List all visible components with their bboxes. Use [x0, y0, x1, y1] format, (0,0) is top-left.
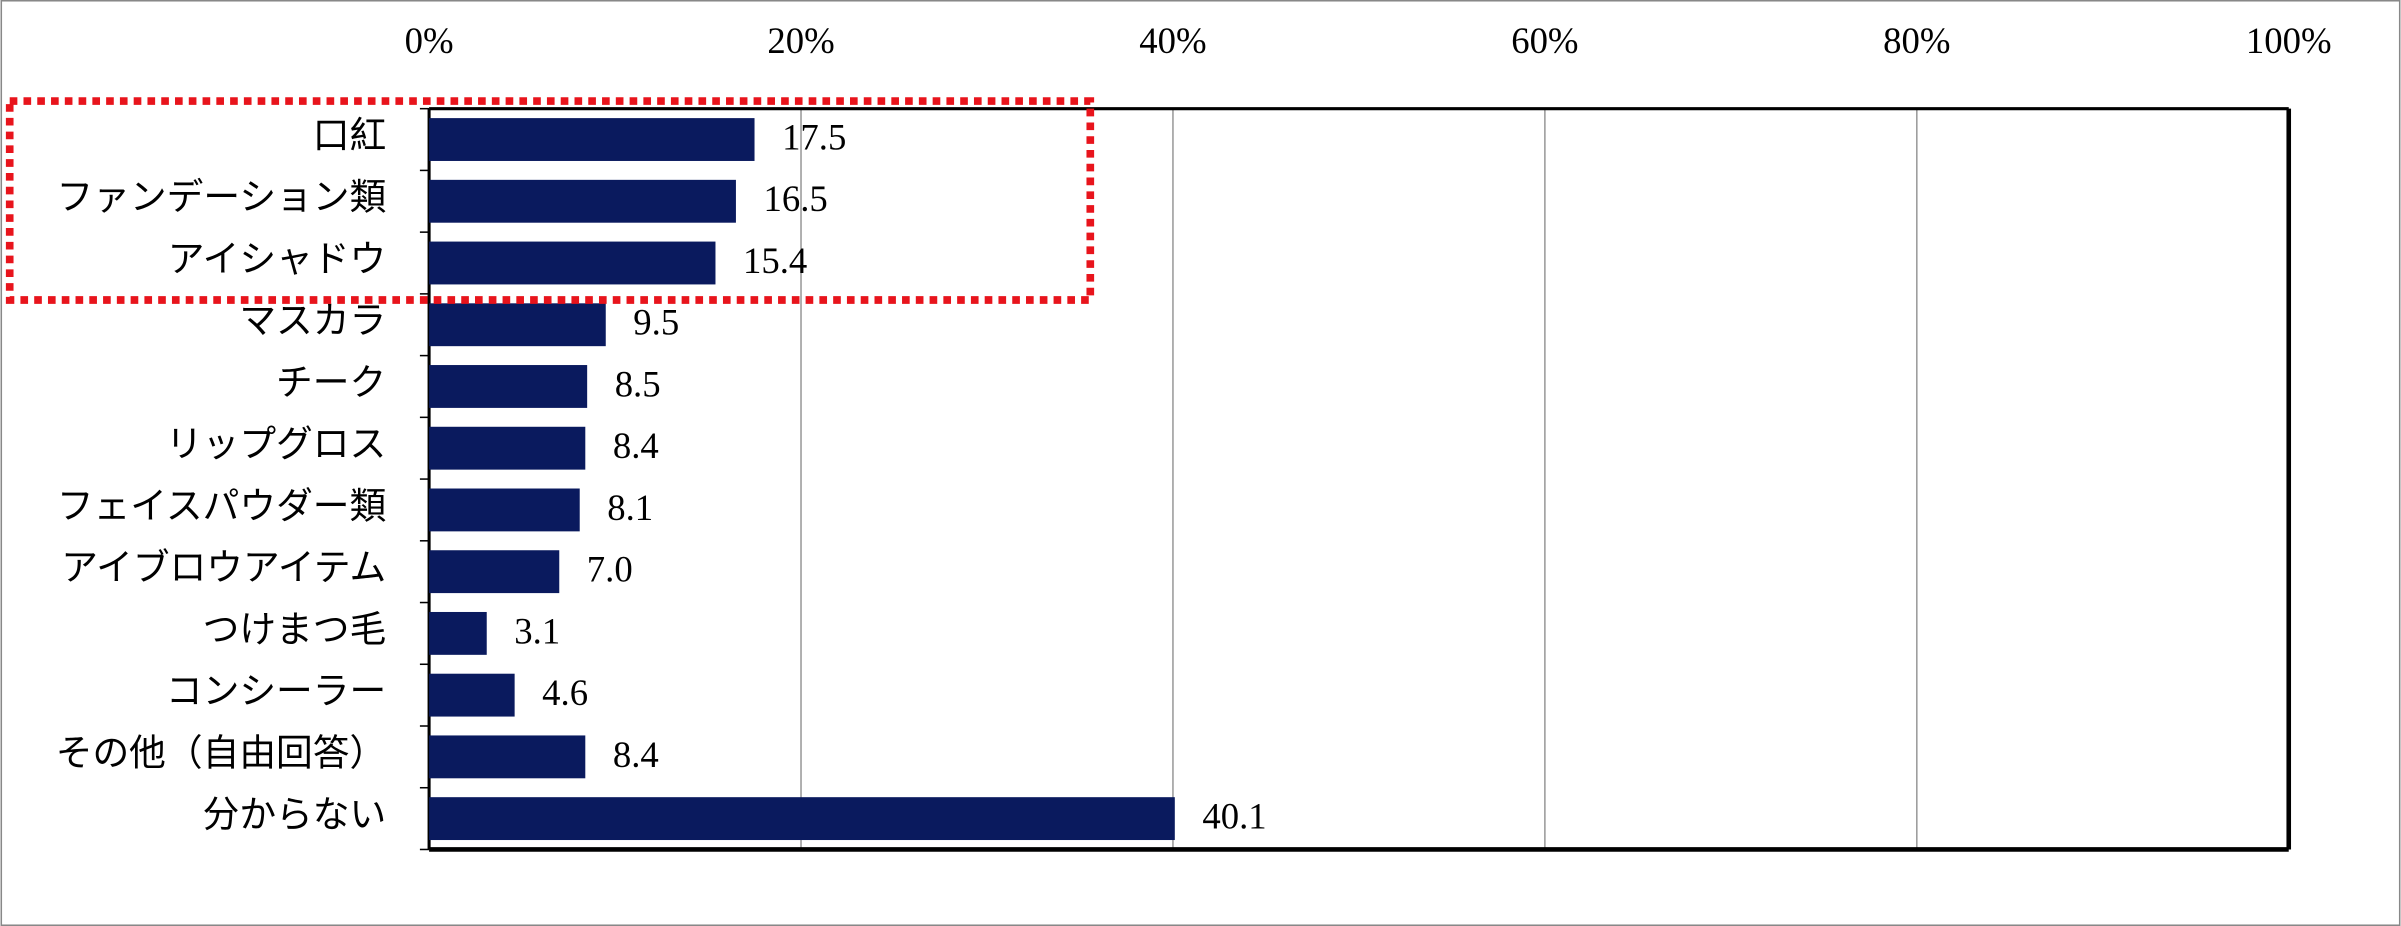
plot: 0% 20% 40% 60% 80% 100% 口紅 17.5 ファンデーション類 16.5 アイシ… — [56, 20, 2332, 852]
bar — [429, 550, 560, 594]
x-tick-label: 20% — [767, 20, 834, 61]
value-label: 17.5 — [782, 116, 846, 157]
y-tick-label: ファンデーション類 — [56, 177, 386, 218]
y-tick-label: アイシャドウ — [168, 238, 386, 279]
value-label: 8.1 — [607, 487, 653, 528]
bar — [429, 735, 586, 779]
y-tick-label: つけまつ毛 — [203, 609, 387, 650]
y-tick-label: その他（自由回答） — [56, 732, 386, 773]
y-tick-label: チーク — [276, 362, 386, 403]
bar — [429, 611, 487, 655]
value-label: 15.4 — [743, 240, 807, 281]
value-label: 4.6 — [542, 672, 588, 713]
bar — [429, 797, 1175, 841]
bar — [429, 488, 580, 532]
bar — [429, 673, 515, 717]
value-label: 8.4 — [613, 734, 659, 775]
y-tick-label: フェイスパウダー類 — [57, 485, 386, 526]
x-tick-label: 60% — [1511, 20, 1578, 61]
y-tick-label: 分からない — [203, 794, 387, 835]
value-label: 7.0 — [587, 549, 633, 590]
value-label: 8.4 — [613, 425, 659, 466]
y-tick-label: コンシーラー — [166, 671, 386, 712]
bar — [429, 179, 736, 223]
bar — [429, 365, 588, 408]
y-tick-label: アイブロウアイテム — [61, 547, 386, 588]
x-tick-label: 80% — [1883, 20, 1950, 61]
value-label: 9.5 — [633, 302, 679, 343]
y-tick-label: 口紅 — [313, 115, 386, 156]
value-label: 40.1 — [1202, 796, 1266, 837]
bar — [429, 241, 716, 285]
y-tick-label: リップグロス — [166, 424, 386, 465]
value-label: 8.5 — [615, 363, 661, 404]
y-tick-label: マスカラ — [239, 300, 386, 341]
value-label: 16.5 — [763, 178, 827, 219]
value-label: 3.1 — [514, 610, 560, 651]
bar — [429, 303, 606, 347]
x-tick-label: 0% — [405, 20, 454, 61]
highlight-box — [5, 97, 1095, 304]
bar — [429, 118, 755, 161]
bar — [429, 426, 586, 470]
x-tick-label: 40% — [1139, 20, 1206, 61]
x-tick-label: 100% — [2246, 20, 2332, 61]
